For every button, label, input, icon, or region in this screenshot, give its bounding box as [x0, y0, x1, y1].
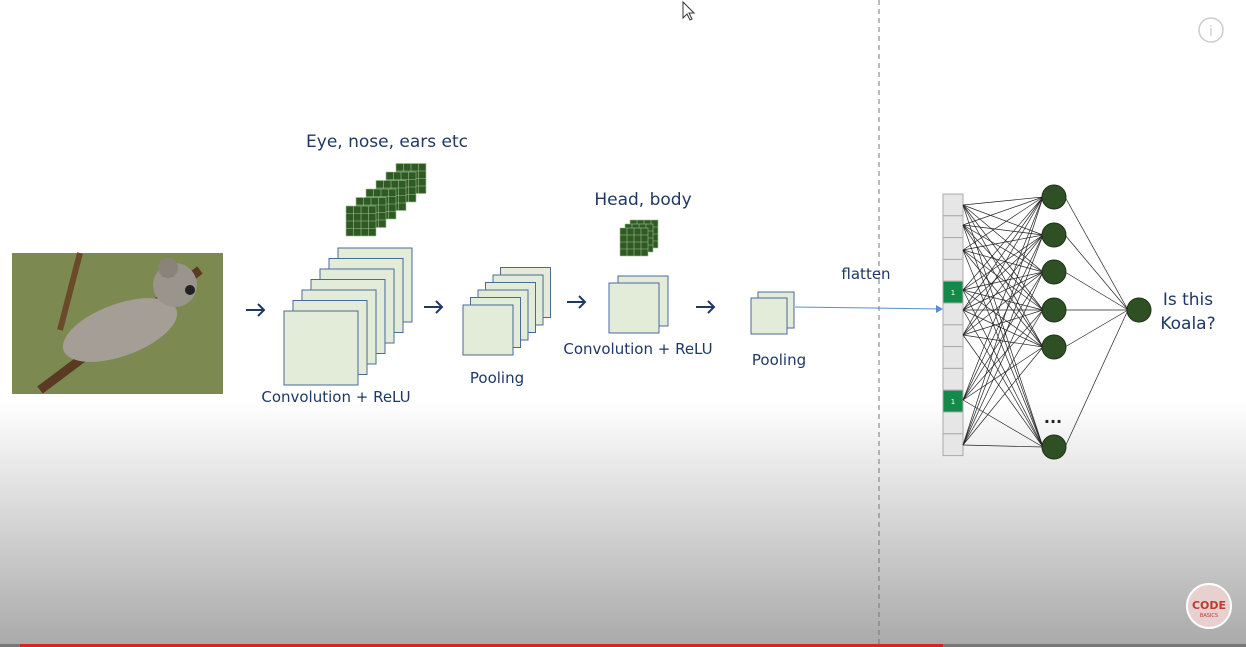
connection	[1064, 309, 1129, 348]
cell-text: 1	[951, 289, 955, 297]
logo-text: CODE	[1192, 599, 1226, 612]
connection	[1064, 271, 1129, 311]
logo[interactable]: CODE BASICS	[1186, 583, 1232, 629]
connection	[962, 399, 1044, 448]
output-neuron	[1126, 297, 1152, 323]
neuron	[1041, 434, 1067, 460]
connection	[962, 196, 1044, 206]
connection	[962, 234, 1044, 336]
feature-label: Head, body	[594, 190, 691, 210]
flatten-cell	[942, 324, 964, 348]
connection	[962, 224, 1044, 273]
flatten-cell	[942, 258, 964, 282]
connection	[962, 271, 1044, 311]
layer-map	[750, 297, 788, 335]
connection	[962, 234, 1044, 291]
stage-label: Pooling	[470, 369, 524, 387]
layer-map	[608, 282, 660, 334]
connection	[962, 309, 1044, 446]
koala-image	[12, 252, 223, 394]
flatten-cell	[942, 367, 964, 391]
flatten-cell	[942, 411, 964, 435]
connection	[1064, 309, 1129, 448]
stage-label: Convolution + ReLU	[261, 388, 410, 406]
connection	[962, 309, 1044, 348]
flatten-arrowhead	[936, 305, 943, 313]
connection	[962, 444, 1044, 448]
flatten-cell	[942, 433, 964, 457]
flatten-cell	[942, 346, 964, 369]
connection	[962, 346, 1044, 401]
connection	[962, 196, 1044, 291]
layer-map	[462, 304, 514, 356]
stage-label: Pooling	[752, 351, 806, 369]
connection	[962, 204, 1044, 311]
connection	[962, 196, 1044, 446]
connection	[962, 289, 1044, 311]
connection	[962, 204, 1044, 273]
connection	[962, 271, 1044, 446]
stage-label: Convolution + ReLU	[563, 340, 712, 358]
connection	[962, 334, 1044, 348]
connection	[962, 234, 1044, 311]
neuron	[1041, 297, 1067, 323]
connection	[962, 196, 1044, 251]
connection	[962, 346, 1044, 446]
arrow	[696, 300, 716, 314]
connection	[962, 271, 1044, 291]
connection	[962, 309, 1044, 401]
connection	[962, 224, 1044, 311]
connection	[962, 271, 1044, 336]
neuron	[1041, 222, 1067, 248]
connection	[962, 234, 1044, 401]
connection	[962, 234, 1044, 446]
arrow	[246, 303, 266, 317]
info-icon[interactable]: i	[1198, 17, 1224, 43]
cursor	[682, 0, 696, 21]
output-label: Koala?	[1160, 314, 1215, 334]
connection	[962, 309, 1044, 336]
layer-map	[283, 310, 359, 386]
arrow	[567, 295, 587, 309]
connection	[962, 196, 1044, 401]
output-label: Is this	[1163, 290, 1213, 310]
connection	[1064, 234, 1129, 311]
neuron	[1041, 259, 1067, 285]
flatten-label: flatten	[841, 265, 890, 283]
neuron	[1041, 184, 1067, 210]
flatten-cell	[942, 302, 964, 326]
connection	[962, 309, 1044, 448]
ellipsis: ...	[1044, 408, 1062, 427]
connection	[962, 289, 1044, 348]
flatten-cell	[942, 193, 964, 217]
svg-text:i: i	[1209, 24, 1213, 40]
connection	[962, 249, 1044, 448]
progress-bar[interactable]	[20, 644, 943, 647]
connection	[962, 271, 1044, 401]
neuron	[1041, 334, 1067, 360]
connection	[962, 224, 1044, 236]
flatten-cell	[942, 215, 964, 239]
connection	[962, 334, 1044, 448]
arrow	[424, 300, 444, 314]
connection	[962, 204, 1044, 348]
cell-text: 1	[951, 398, 955, 406]
flatten-line	[794, 306, 941, 310]
connection	[962, 196, 1044, 226]
logo-text: BASICS	[1200, 613, 1218, 619]
connection	[962, 196, 1044, 311]
connection	[1064, 196, 1129, 311]
flatten-cell	[942, 237, 964, 260]
feature-label: Eye, nose, ears etc	[306, 132, 468, 152]
connection	[962, 196, 1044, 336]
connection	[962, 249, 1044, 273]
connection	[962, 224, 1044, 348]
